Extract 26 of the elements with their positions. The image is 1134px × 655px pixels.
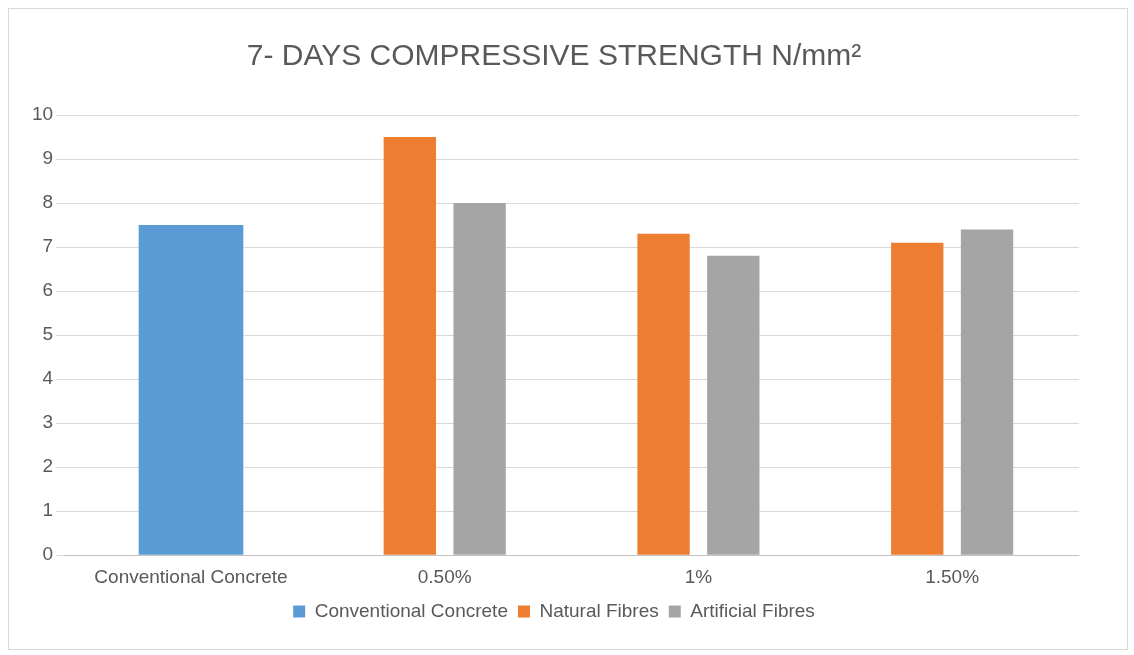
x-tick-label: 1.50% <box>925 565 980 587</box>
y-tick-label: 1 <box>42 499 54 521</box>
legend-label: Conventional Concrete <box>314 599 508 621</box>
y-tick-label: 6 <box>42 279 54 301</box>
y-tick-label: 2 <box>42 455 54 477</box>
y-tick-label: 8 <box>42 191 54 213</box>
bar <box>138 225 244 555</box>
y-tick-label: 9 <box>42 147 54 169</box>
bar <box>960 229 1014 555</box>
bar <box>637 233 690 555</box>
bar <box>383 137 436 555</box>
y-tick-label: 7 <box>42 235 54 257</box>
x-tick-label: 0.50% <box>417 565 472 587</box>
bar <box>453 203 506 555</box>
bar <box>891 242 944 555</box>
y-tick-label: 10 <box>31 103 54 125</box>
chart-title: 7- DAYS COMPRESSIVE STRENGTH N/mm² <box>246 38 862 72</box>
x-tick-label: Conventional Concrete <box>94 565 288 587</box>
y-tick-label: 4 <box>42 367 54 389</box>
legend-label: Natural Fibres <box>539 599 659 621</box>
legend-label: Artificial Fibres <box>690 599 815 621</box>
x-tick-label: 1% <box>684 565 713 587</box>
y-tick-label: 3 <box>42 411 54 433</box>
y-tick-label: 5 <box>42 323 54 345</box>
y-tick-label: 0 <box>42 543 54 565</box>
bar <box>707 255 760 555</box>
